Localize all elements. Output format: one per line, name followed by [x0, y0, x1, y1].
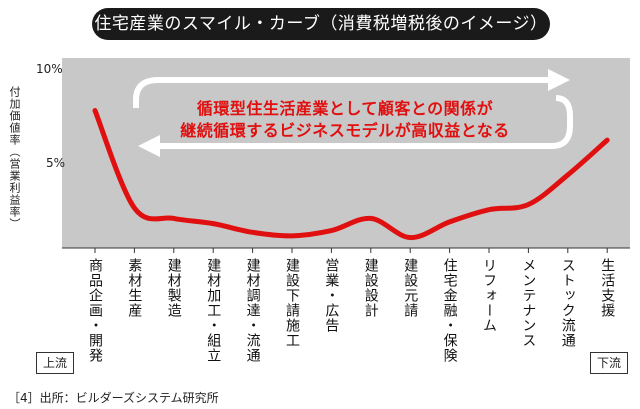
chart-title: 住宅産業のスマイル・カーブ（消費税増税後のイメージ） — [92, 8, 550, 40]
upstream-label: 上流 — [36, 352, 75, 374]
arrow-head-right — [548, 69, 570, 91]
x-tick-label: 生活支援 — [599, 258, 616, 318]
y-tick-5: 5% — [46, 156, 66, 170]
x-tick-label: 建材調達・流通 — [244, 258, 261, 363]
source-note: ［4］出所：ビルダーズシステム研究所 — [8, 391, 219, 405]
x-tick-label: 建材製造 — [165, 258, 182, 318]
data-point-5 — [290, 233, 295, 238]
x-tick-label: 建設元請 — [402, 258, 419, 318]
downstream-label: 下流 — [589, 352, 628, 374]
data-point-0 — [93, 108, 98, 113]
x-tick-label: ストック流通 — [559, 258, 576, 348]
banner-line-1: 循環型住生活産業として顧客との関係が — [196, 99, 494, 118]
data-point-3 — [211, 221, 216, 226]
data-point-6 — [329, 228, 334, 233]
x-tick-label: 営業・広告 — [323, 258, 340, 333]
x-tick-label: 建設下請施工 — [284, 258, 300, 348]
arrow-head-left — [138, 135, 160, 157]
x-tick-label: リフォーム — [481, 258, 497, 333]
cycle-arrow — [133, 77, 573, 149]
data-point-8 — [408, 235, 413, 240]
x-tick-label: 住宅金融・保険 — [441, 258, 458, 363]
data-point-9 — [447, 219, 452, 224]
x-tick-label: 建材加工・組立 — [205, 258, 222, 363]
smile-curve-line — [92, 108, 610, 241]
x-tick-label: 商品企画・開発 — [87, 258, 103, 363]
x-tick-label: 素材生産 — [126, 258, 143, 318]
data-point-13 — [605, 138, 610, 143]
data-point-7 — [368, 216, 373, 221]
x-tick-label: 建設設計 — [362, 258, 379, 318]
data-point-10 — [487, 207, 492, 212]
x-tick-label: メンテナンス — [520, 258, 537, 348]
tick-marks — [94, 248, 608, 253]
data-point-2 — [171, 216, 176, 221]
data-point-12 — [565, 172, 570, 177]
y-tick-10: 10% — [36, 62, 63, 76]
data-point-11 — [526, 202, 531, 207]
y-axis-label: 付加価値率（営業利益率） — [8, 86, 21, 230]
banner-line-2: 継続循環するビジネスモデルが高収益となる — [180, 121, 510, 140]
data-point-1 — [132, 205, 137, 210]
data-point-4 — [250, 230, 255, 235]
